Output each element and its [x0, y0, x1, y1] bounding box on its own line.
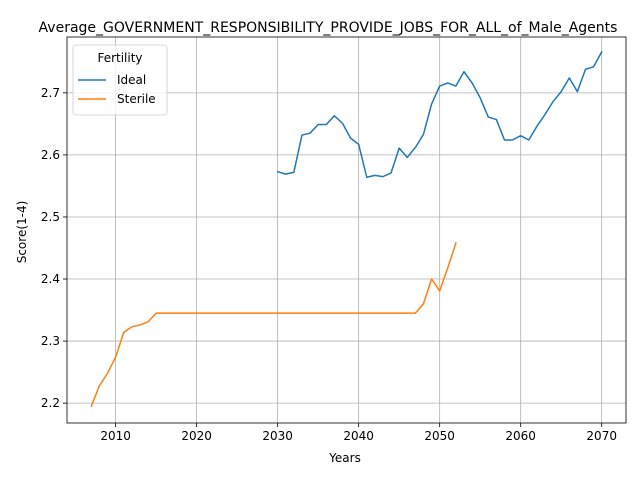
legend: Fertility Ideal Sterile	[72, 44, 168, 116]
legend-items: Ideal Sterile	[78, 73, 156, 106]
y-tick-label: 2.7	[41, 86, 60, 100]
series-line-sterile	[90, 242, 457, 408]
y-axis-label: Score(1-4)	[15, 201, 29, 264]
grid	[67, 37, 626, 423]
series-line-ideal	[276, 50, 603, 178]
x-tick-label: 2050	[424, 429, 455, 443]
legend-title: Fertility	[97, 51, 142, 65]
plot-frame	[66, 36, 627, 424]
x-tick-label: 2060	[505, 429, 536, 443]
y-tick-label: 2.3	[41, 334, 60, 348]
y-tick-label: 2.5	[41, 210, 60, 224]
chart-title: Average_GOVERNMENT_RESPONSIBILITY_PROVID…	[39, 20, 618, 36]
legend-label-sterile: Sterile	[117, 92, 156, 106]
x-tick-label: 2070	[586, 429, 617, 443]
ticks: 2010 2020 2030 2040 2050 2060 2070 2.2 2.3 2.4 2.5…	[41, 86, 617, 443]
y-tick-label: 2.4	[41, 272, 60, 286]
x-axis-label: Years	[328, 451, 361, 465]
x-tick-label: 2030	[262, 429, 293, 443]
y-tick-label: 2.2	[41, 396, 60, 410]
x-tick-label: 2020	[181, 429, 212, 443]
x-tick-label: 2040	[343, 429, 374, 443]
x-tick-label: 2010	[100, 429, 131, 443]
legend-box	[72, 44, 168, 116]
y-tick-label: 2.6	[41, 148, 60, 162]
legend-label-ideal: Ideal	[117, 73, 146, 87]
series-layer	[90, 50, 603, 408]
